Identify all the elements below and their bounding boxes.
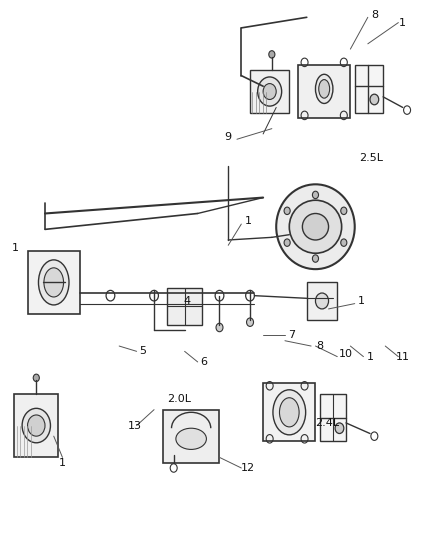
Ellipse shape: [257, 77, 281, 106]
Ellipse shape: [176, 428, 206, 449]
Text: 2.4L: 2.4L: [315, 418, 339, 427]
Bar: [162, 410, 219, 463]
Circle shape: [283, 207, 290, 215]
Ellipse shape: [279, 398, 298, 427]
Bar: [250, 70, 289, 113]
Ellipse shape: [28, 415, 45, 436]
Ellipse shape: [276, 184, 354, 269]
Ellipse shape: [315, 74, 332, 103]
Text: 12: 12: [240, 463, 254, 473]
Ellipse shape: [44, 268, 64, 297]
Text: 8: 8: [315, 341, 323, 351]
Circle shape: [340, 239, 346, 246]
Text: 2.0L: 2.0L: [167, 394, 191, 404]
Text: 1: 1: [366, 352, 373, 361]
Text: 9: 9: [224, 132, 231, 142]
Ellipse shape: [262, 84, 276, 100]
Ellipse shape: [289, 200, 341, 253]
Bar: [28, 251, 80, 314]
Text: 4: 4: [183, 296, 190, 306]
Bar: [14, 394, 58, 457]
Circle shape: [268, 51, 274, 58]
Bar: [306, 282, 336, 319]
Text: 1: 1: [59, 458, 66, 467]
Bar: [297, 65, 350, 118]
Text: 10: 10: [338, 349, 352, 359]
Text: 6: 6: [200, 357, 207, 367]
Text: 5: 5: [139, 346, 146, 357]
Text: 1: 1: [12, 243, 19, 253]
Circle shape: [340, 207, 346, 215]
Text: 7: 7: [287, 330, 294, 341]
Bar: [319, 394, 345, 441]
Ellipse shape: [22, 408, 50, 443]
Ellipse shape: [272, 390, 305, 435]
Bar: [354, 65, 382, 113]
Text: 13: 13: [127, 421, 141, 431]
Circle shape: [315, 293, 328, 309]
Circle shape: [215, 323, 223, 332]
Text: 1: 1: [244, 216, 251, 227]
Ellipse shape: [39, 260, 69, 305]
Circle shape: [33, 374, 39, 382]
Text: 8: 8: [370, 10, 377, 20]
Bar: [167, 288, 201, 325]
Bar: [262, 383, 315, 441]
Circle shape: [312, 191, 318, 199]
Ellipse shape: [318, 79, 329, 98]
Circle shape: [369, 94, 378, 105]
Circle shape: [246, 318, 253, 326]
Ellipse shape: [302, 214, 328, 240]
Text: 11: 11: [395, 352, 409, 361]
Circle shape: [283, 239, 290, 246]
Circle shape: [312, 255, 318, 262]
Circle shape: [334, 423, 343, 433]
Text: 1: 1: [398, 18, 405, 28]
Text: 1: 1: [357, 296, 364, 306]
Text: 2.5L: 2.5L: [358, 152, 382, 163]
